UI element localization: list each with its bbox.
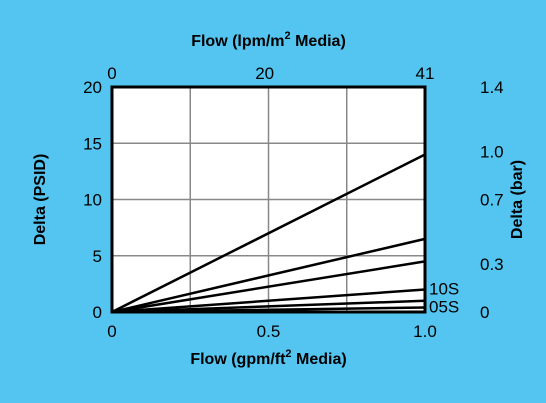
left-tick-label: 5 <box>93 247 102 266</box>
bottom-tick-label: 0 <box>107 322 116 341</box>
right-axis-title: Delta (bar) <box>509 160 526 239</box>
top-tick-label: 41 <box>416 64 435 83</box>
series-label: 10S <box>429 280 459 299</box>
top-tick-label: 0 <box>107 64 116 83</box>
top-axis-title: Flow (lpm/m2 Media) <box>191 30 346 50</box>
left-axis-title: Delta (PSID) <box>32 154 49 246</box>
tick-labels: 0 0.5 1.0 0 20 41 0 5 10 15 20 0 0.3 0.7 1.0 1.4 <box>83 64 504 341</box>
right-tick-label: 0 <box>480 303 489 322</box>
plot-frame <box>110 85 427 314</box>
top-tick-label: 20 <box>255 64 274 83</box>
left-tick-label: 15 <box>83 134 102 153</box>
left-tick-label: 10 <box>83 191 102 210</box>
right-tick-label: 0.7 <box>480 191 504 210</box>
series-line-2 <box>111 237 426 314</box>
bottom-axis-title: Flow (gpm/ft2 Media) <box>190 348 346 368</box>
series-lines <box>111 153 426 314</box>
bottom-tick-label: 0.5 <box>257 322 281 341</box>
right-tick-label: 1.4 <box>480 78 504 97</box>
left-tick-label: 0 <box>93 303 102 322</box>
left-tick-label: 20 <box>83 78 102 97</box>
series-label: 05S <box>429 298 459 317</box>
right-tick-label: 0.3 <box>480 255 504 274</box>
right-tick-label: 1.0 <box>480 142 504 161</box>
bottom-tick-label: 1.0 <box>413 322 437 341</box>
series-line-1 <box>111 153 426 314</box>
series-line-4 <box>111 288 426 314</box>
series-line-3 <box>111 260 426 314</box>
